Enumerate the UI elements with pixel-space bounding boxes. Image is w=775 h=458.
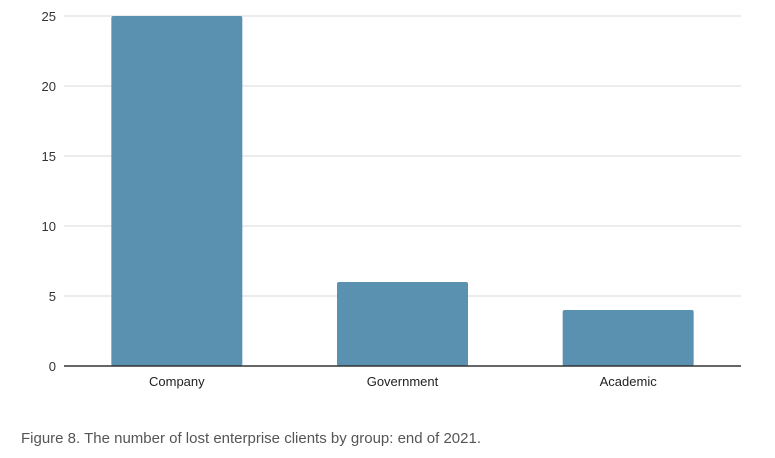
x-axis-tick-labels: Company Government Academic: [149, 374, 657, 389]
bar-company: [111, 16, 243, 366]
figure-caption: Figure 8. The number of lost enterprise …: [21, 430, 481, 447]
y-tick-label: 25: [42, 9, 56, 24]
y-axis-tick-labels: 0 5 10 15 20 25: [42, 9, 56, 374]
x-tick-label: Company: [149, 374, 205, 389]
y-tick-label: 0: [49, 359, 56, 374]
bars: [111, 16, 694, 366]
x-tick-label: Academic: [600, 374, 658, 389]
bar-academic: [562, 310, 694, 366]
y-tick-label: 5: [49, 289, 56, 304]
bar-chart: 0 5 10 15 20 25 Company Government Academic: [42, 9, 741, 389]
y-tick-label: 10: [42, 219, 56, 234]
y-tick-label: 20: [42, 79, 56, 94]
bar-government: [337, 282, 468, 366]
y-tick-label: 15: [42, 149, 56, 164]
x-tick-label: Government: [367, 374, 439, 389]
